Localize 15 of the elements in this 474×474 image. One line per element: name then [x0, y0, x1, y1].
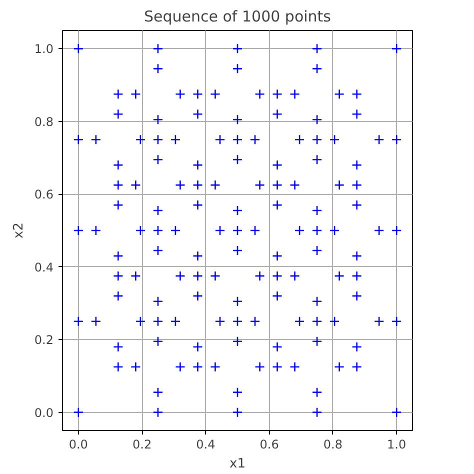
y-tick-label: 0.0 [34, 406, 54, 420]
x-tick-label: 0.4 [196, 438, 216, 452]
x-tick-label: 0.8 [323, 438, 343, 452]
y-tick-label: 0.2 [34, 333, 54, 348]
y-tick-label: 0.4 [34, 260, 54, 274]
y-axis-title: x2 [11, 222, 26, 238]
x-tick-label: 0.6 [260, 438, 279, 452]
x-tick-label: 0.2 [132, 438, 152, 452]
y-tick-label: 0.6 [34, 188, 54, 202]
chart-title: Sequence of 1000 points [144, 8, 332, 26]
y-tick-label: 1.0 [34, 42, 54, 56]
x-axis-title: x1 [230, 456, 246, 472]
y-tick-label: 0.8 [34, 114, 54, 129]
x-tick-label: 0.0 [68, 438, 88, 452]
x-tick-label: 1.0 [387, 438, 406, 452]
